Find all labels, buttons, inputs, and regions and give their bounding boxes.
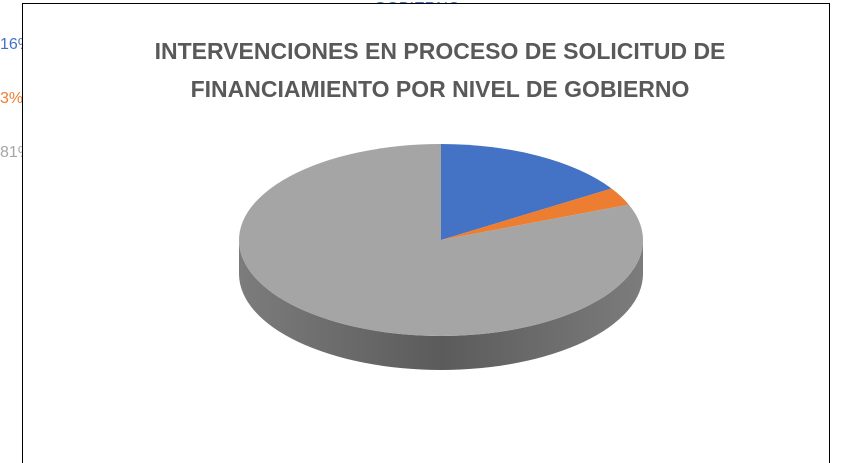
pie-slice xyxy=(441,188,629,240)
value-label: 3% xyxy=(0,90,24,107)
pie-slice xyxy=(441,144,612,240)
chart-title: INTERVENCIONES EN PROCESO DE SOLICITUD D… xyxy=(154,38,726,102)
pie-slice xyxy=(239,144,644,336)
slice-side xyxy=(239,240,643,370)
